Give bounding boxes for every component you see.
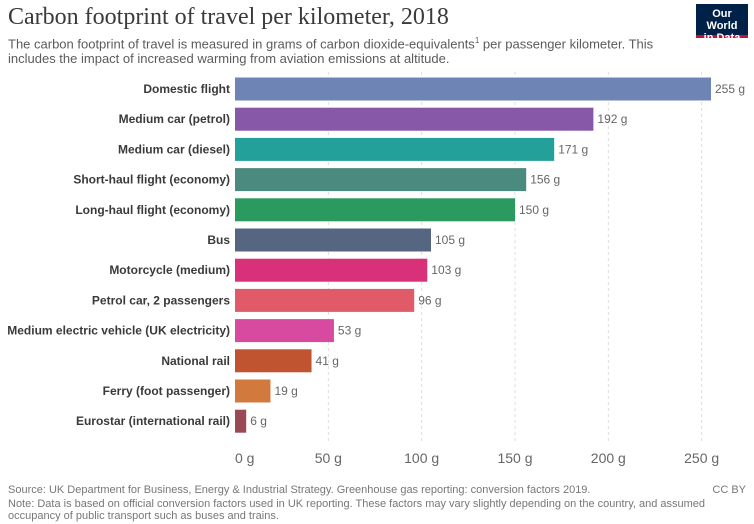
- category-label: Medium car (petrol): [119, 112, 230, 126]
- logo-line-1: Our World: [706, 8, 738, 32]
- value-label: 150 g: [519, 203, 549, 217]
- bar-medium-car-petrol[interactable]: [235, 107, 594, 131]
- bar-short-haul-flight-economy[interactable]: [235, 168, 527, 192]
- category-label: Bus: [207, 233, 230, 247]
- bar-eurostar-international-rail[interactable]: [235, 409, 247, 433]
- bar-domestic-flight[interactable]: [235, 77, 711, 101]
- chart-title: Carbon footprint of travel per kilometer…: [8, 4, 449, 30]
- owid-logo[interactable]: Our World in Data: [696, 4, 748, 44]
- category-label: Eurostar (international rail): [76, 414, 230, 428]
- value-label: 105 g: [435, 233, 465, 247]
- category-label: Medium car (diesel): [118, 142, 230, 156]
- chart-subtitle: The carbon footprint of travel is measur…: [8, 33, 688, 66]
- value-label: 96 g: [418, 293, 441, 307]
- value-label: 255 g: [715, 82, 745, 96]
- gridlines: [327, 72, 703, 442]
- subtitle-text-continued: per passenger kilometer. This includes t…: [8, 36, 654, 67]
- category-label: Petrol car, 2 passengers: [92, 293, 230, 307]
- bar-bus[interactable]: [235, 228, 431, 252]
- category-label: National rail: [161, 354, 230, 368]
- value-label: 19 g: [274, 384, 297, 398]
- data-note: Note: Data is based on official conversi…: [8, 498, 706, 522]
- logo-line-2: in Data: [703, 32, 741, 44]
- bar-national-rail[interactable]: [235, 349, 312, 373]
- labels: Domestic flight 255 g Medium car (petrol) 1…: [7, 82, 745, 428]
- x-tick-label: 100 g: [404, 450, 439, 466]
- bar-motorcycle-medium[interactable]: [235, 258, 428, 282]
- value-label: 103 g: [431, 263, 461, 277]
- source-note: Source: UK Department for Business, Ener…: [8, 484, 591, 496]
- category-label: Medium electric vehicle (UK electricity): [7, 324, 230, 338]
- bar-petrol-car-2-passengers[interactable]: [235, 288, 415, 312]
- category-label: Motorcycle (medium): [109, 263, 230, 277]
- bars: [235, 77, 711, 433]
- footnote-marker: 1: [474, 36, 480, 45]
- license-link[interactable]: CC BY: [712, 484, 746, 496]
- x-axis-ticks: 0 g 50 g 100 g 150 g 200 g 250 g: [235, 450, 719, 466]
- subtitle-text: The carbon footprint of travel is measur…: [8, 36, 475, 52]
- bar-chart: Domestic flight 255 g Medium car (petrol) 1…: [7, 72, 745, 466]
- x-tick-label: 200 g: [591, 450, 626, 466]
- value-label: 192 g: [597, 112, 627, 126]
- value-label: 53 g: [338, 324, 361, 338]
- category-label: Domestic flight: [143, 82, 230, 96]
- value-label: 41 g: [316, 354, 339, 368]
- value-label: 6 g: [250, 414, 267, 428]
- x-tick-label: 150 g: [497, 450, 532, 466]
- value-label: 156 g: [530, 173, 560, 187]
- x-tick-label: 50 g: [315, 450, 342, 466]
- bar-medium-car-diesel[interactable]: [235, 137, 555, 161]
- bar-long-haul-flight-economy[interactable]: [235, 198, 515, 222]
- value-label: 171 g: [558, 142, 588, 156]
- bar-medium-electric-vehicle-uk-electricity[interactable]: [235, 319, 334, 343]
- x-tick-label: 0 g: [235, 450, 254, 466]
- category-label: Short-haul flight (economy): [73, 173, 230, 187]
- category-label: Ferry (foot passenger): [103, 384, 230, 398]
- x-tick-label: 250 g: [684, 450, 719, 466]
- bar-ferry-foot-passenger[interactable]: [235, 379, 271, 403]
- category-label: Long-haul flight (economy): [75, 203, 230, 217]
